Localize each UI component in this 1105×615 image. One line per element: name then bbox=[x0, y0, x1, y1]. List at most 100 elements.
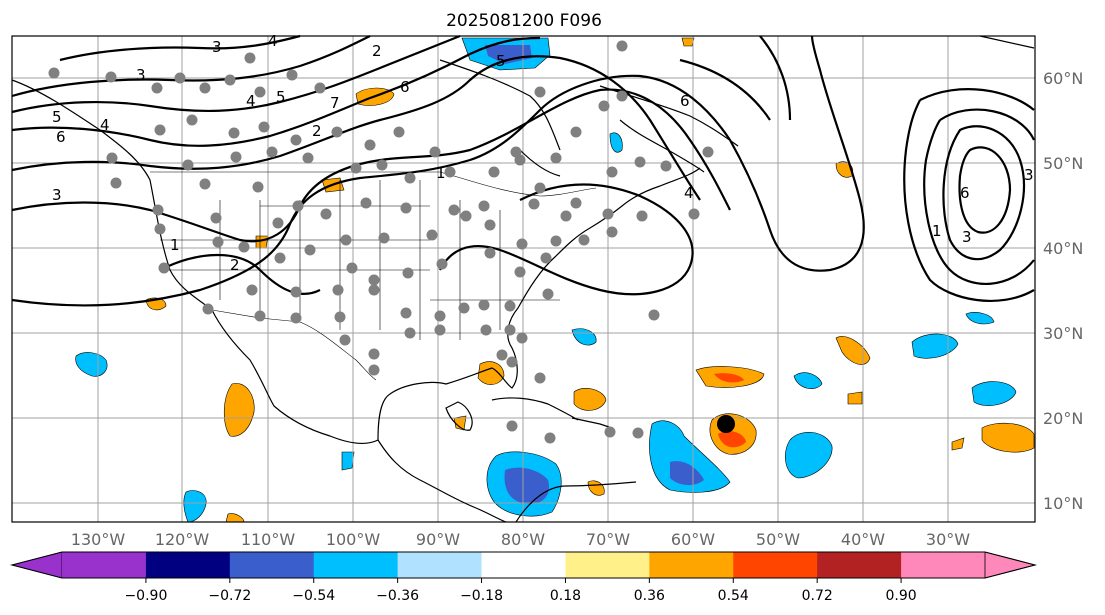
station-dot bbox=[484, 219, 496, 231]
station-dot bbox=[534, 182, 546, 194]
station-dot bbox=[210, 212, 222, 224]
colorbar-segment bbox=[649, 552, 734, 578]
station-dot bbox=[332, 284, 344, 296]
longitude-labels: 130°W 120°W 110°W 100°W 90°W 80°W 70°W 60°W 50°W… bbox=[71, 530, 970, 549]
station-dot bbox=[506, 356, 518, 368]
station-dot bbox=[648, 309, 660, 321]
station-dot bbox=[702, 146, 714, 158]
longitude-tick-label: 130°W bbox=[71, 530, 126, 549]
station-dot bbox=[460, 210, 472, 222]
station-dot bbox=[292, 200, 304, 212]
storm-center-marker bbox=[717, 415, 735, 433]
longitude-tick-label: 70°W bbox=[586, 530, 630, 549]
station-dot bbox=[368, 284, 380, 296]
colorbar-tick-label: 0.72 bbox=[802, 588, 833, 604]
station-dot bbox=[314, 82, 326, 94]
colorbar-segment bbox=[62, 552, 147, 578]
contour-label: 4 bbox=[246, 92, 256, 110]
anomaly-blue-antilles bbox=[649, 420, 731, 493]
station-dot bbox=[632, 427, 644, 439]
station-dot bbox=[290, 286, 302, 298]
station-dot bbox=[514, 266, 526, 278]
station-dot bbox=[634, 156, 646, 168]
contour-label: 4 bbox=[684, 184, 694, 202]
anomaly-blue-atl4 bbox=[911, 333, 959, 359]
contour-label: 6 bbox=[400, 78, 410, 96]
contour-label: 2 bbox=[230, 256, 240, 274]
anomaly-blue-mex bbox=[341, 451, 355, 471]
station-dot bbox=[434, 324, 446, 336]
contour-label: 6 bbox=[680, 92, 690, 110]
station-dot bbox=[404, 327, 416, 339]
contour-label: 6 bbox=[56, 128, 66, 146]
station-dot bbox=[238, 241, 250, 253]
longitude-tick-label: 100°W bbox=[326, 530, 381, 549]
station-dot bbox=[434, 310, 446, 322]
anomaly-darkblue-labrador bbox=[485, 45, 532, 64]
station-dot bbox=[480, 324, 492, 336]
colorbar-segment bbox=[481, 552, 566, 578]
station-dot bbox=[368, 364, 380, 376]
contour-label: 3 bbox=[52, 186, 62, 204]
station-dot bbox=[350, 162, 362, 174]
station-dot bbox=[478, 299, 490, 311]
colorbar-tick-label: 0.90 bbox=[886, 588, 917, 604]
contour-label: 5 bbox=[496, 52, 506, 70]
station-dot bbox=[544, 432, 556, 444]
colorbar-segment bbox=[397, 552, 483, 578]
anomaly-blue-epac bbox=[183, 490, 207, 523]
latitude-tick-label: 20°N bbox=[1043, 409, 1083, 428]
anomaly-blue-atl6 bbox=[971, 381, 1017, 406]
station-dot bbox=[254, 310, 266, 322]
contour-label: 3 bbox=[1024, 166, 1034, 184]
station-dot bbox=[158, 262, 170, 274]
colorbar-segment bbox=[229, 552, 315, 578]
anomaly-red-storm bbox=[718, 431, 746, 448]
station-dot bbox=[290, 134, 302, 146]
contour-label: 1 bbox=[170, 236, 180, 254]
latitude-tick-label: 40°N bbox=[1043, 239, 1083, 258]
station-dot bbox=[199, 178, 211, 190]
colorbar-segment bbox=[733, 552, 818, 578]
station-dot bbox=[550, 235, 562, 247]
station-dot bbox=[199, 82, 211, 94]
station-dot bbox=[540, 252, 552, 264]
contour-label: 2 bbox=[372, 42, 382, 60]
station-dot bbox=[510, 146, 522, 158]
station-dot bbox=[516, 332, 528, 344]
station-dot bbox=[368, 274, 380, 286]
anomaly-orange-atl2 bbox=[847, 391, 863, 405]
anomaly-blue-atl1 bbox=[785, 432, 833, 479]
station-dot bbox=[404, 172, 416, 184]
station-dot bbox=[516, 238, 528, 250]
colorbar-tick-label: −0.36 bbox=[376, 588, 419, 604]
station-dot bbox=[230, 151, 242, 163]
station-dot bbox=[274, 252, 286, 264]
longitude-tick-label: 120°W bbox=[155, 530, 210, 549]
contour-label: 5 bbox=[52, 108, 62, 126]
station-dot bbox=[252, 181, 264, 193]
colorbar-underflow bbox=[10, 551, 63, 579]
station-dot bbox=[458, 302, 470, 314]
station-dot bbox=[48, 67, 60, 79]
station-dot bbox=[202, 303, 214, 315]
station-dot bbox=[400, 202, 412, 214]
station-dot bbox=[152, 204, 164, 216]
station-dot bbox=[302, 152, 314, 164]
station-dot bbox=[688, 208, 700, 220]
station-dot bbox=[360, 197, 372, 209]
longitude-tick-label: 110°W bbox=[241, 530, 296, 549]
station-dot bbox=[266, 146, 278, 158]
station-dot bbox=[400, 307, 412, 319]
station-dot bbox=[331, 126, 343, 138]
station-dot bbox=[578, 234, 590, 246]
station-dot bbox=[346, 262, 358, 274]
anomaly-orange-gulf bbox=[477, 361, 505, 385]
station-dot bbox=[426, 229, 438, 241]
colorbar-segment bbox=[145, 552, 231, 578]
contour-label: 5 bbox=[276, 88, 286, 106]
colorbar-outline bbox=[10, 551, 1037, 579]
station-dot bbox=[496, 349, 508, 361]
station-dot bbox=[528, 198, 540, 210]
